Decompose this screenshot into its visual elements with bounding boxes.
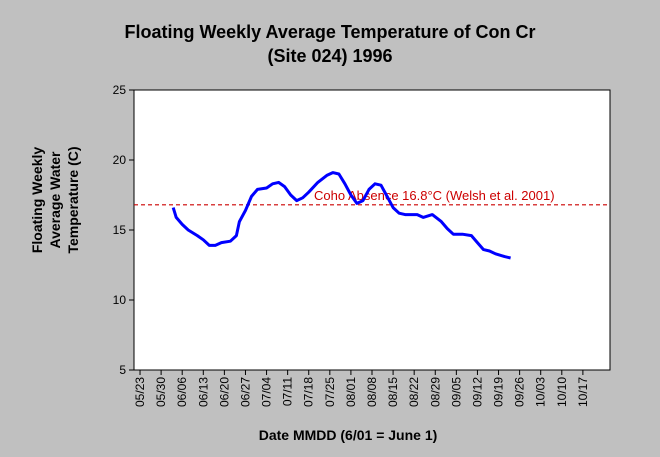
x-tick-label: 09/12 <box>470 377 484 407</box>
x-tick-label: 07/11 <box>281 377 295 406</box>
y-axis-label: Temperature (C) <box>65 146 81 253</box>
x-tick-label: 09/19 <box>492 377 506 407</box>
x-tick-label: 08/01 <box>344 377 358 407</box>
x-tick-label: 10/10 <box>555 377 569 407</box>
chart-title: (Site 024) 1996 <box>267 46 392 66</box>
x-tick-label: 07/18 <box>302 377 316 407</box>
x-tick-label: 05/30 <box>154 377 168 407</box>
x-tick-label: 06/13 <box>196 377 210 407</box>
x-tick-label: 08/15 <box>386 377 400 407</box>
x-tick-label: 08/29 <box>428 377 442 407</box>
y-tick-label: 15 <box>113 223 127 237</box>
x-tick-label: 06/20 <box>217 377 231 407</box>
x-tick-label: 10/03 <box>534 377 548 407</box>
x-tick-label: 06/27 <box>238 377 252 407</box>
y-tick-label: 10 <box>113 293 127 307</box>
y-tick-label: 5 <box>119 363 126 377</box>
x-tick-label: 09/05 <box>449 377 463 407</box>
y-axis-label: Average Water <box>47 151 63 249</box>
x-tick-label: 09/26 <box>513 377 527 407</box>
x-tick-label: 10/17 <box>576 377 590 407</box>
y-axis-label: Floating Weekly <box>29 147 45 254</box>
x-tick-label: 08/08 <box>365 377 379 407</box>
reference-label: Coho Absence 16.8°C (Welsh et al. 2001) <box>314 188 555 203</box>
x-tick-label: 08/22 <box>407 377 421 407</box>
x-tick-label: 06/06 <box>175 377 189 407</box>
plot-area <box>133 89 611 371</box>
y-tick-label: 25 <box>113 83 127 97</box>
x-axis-label: Date MMDD (6/01 = June 1) <box>259 427 438 443</box>
y-tick-label: 20 <box>113 153 127 167</box>
chart-title: Floating Weekly Average Temperature of C… <box>124 22 535 42</box>
data-line <box>171 171 511 260</box>
x-tick-label: 07/25 <box>323 377 337 407</box>
x-tick-label: 07/04 <box>260 377 274 407</box>
x-tick-label: 05/23 <box>133 377 147 407</box>
